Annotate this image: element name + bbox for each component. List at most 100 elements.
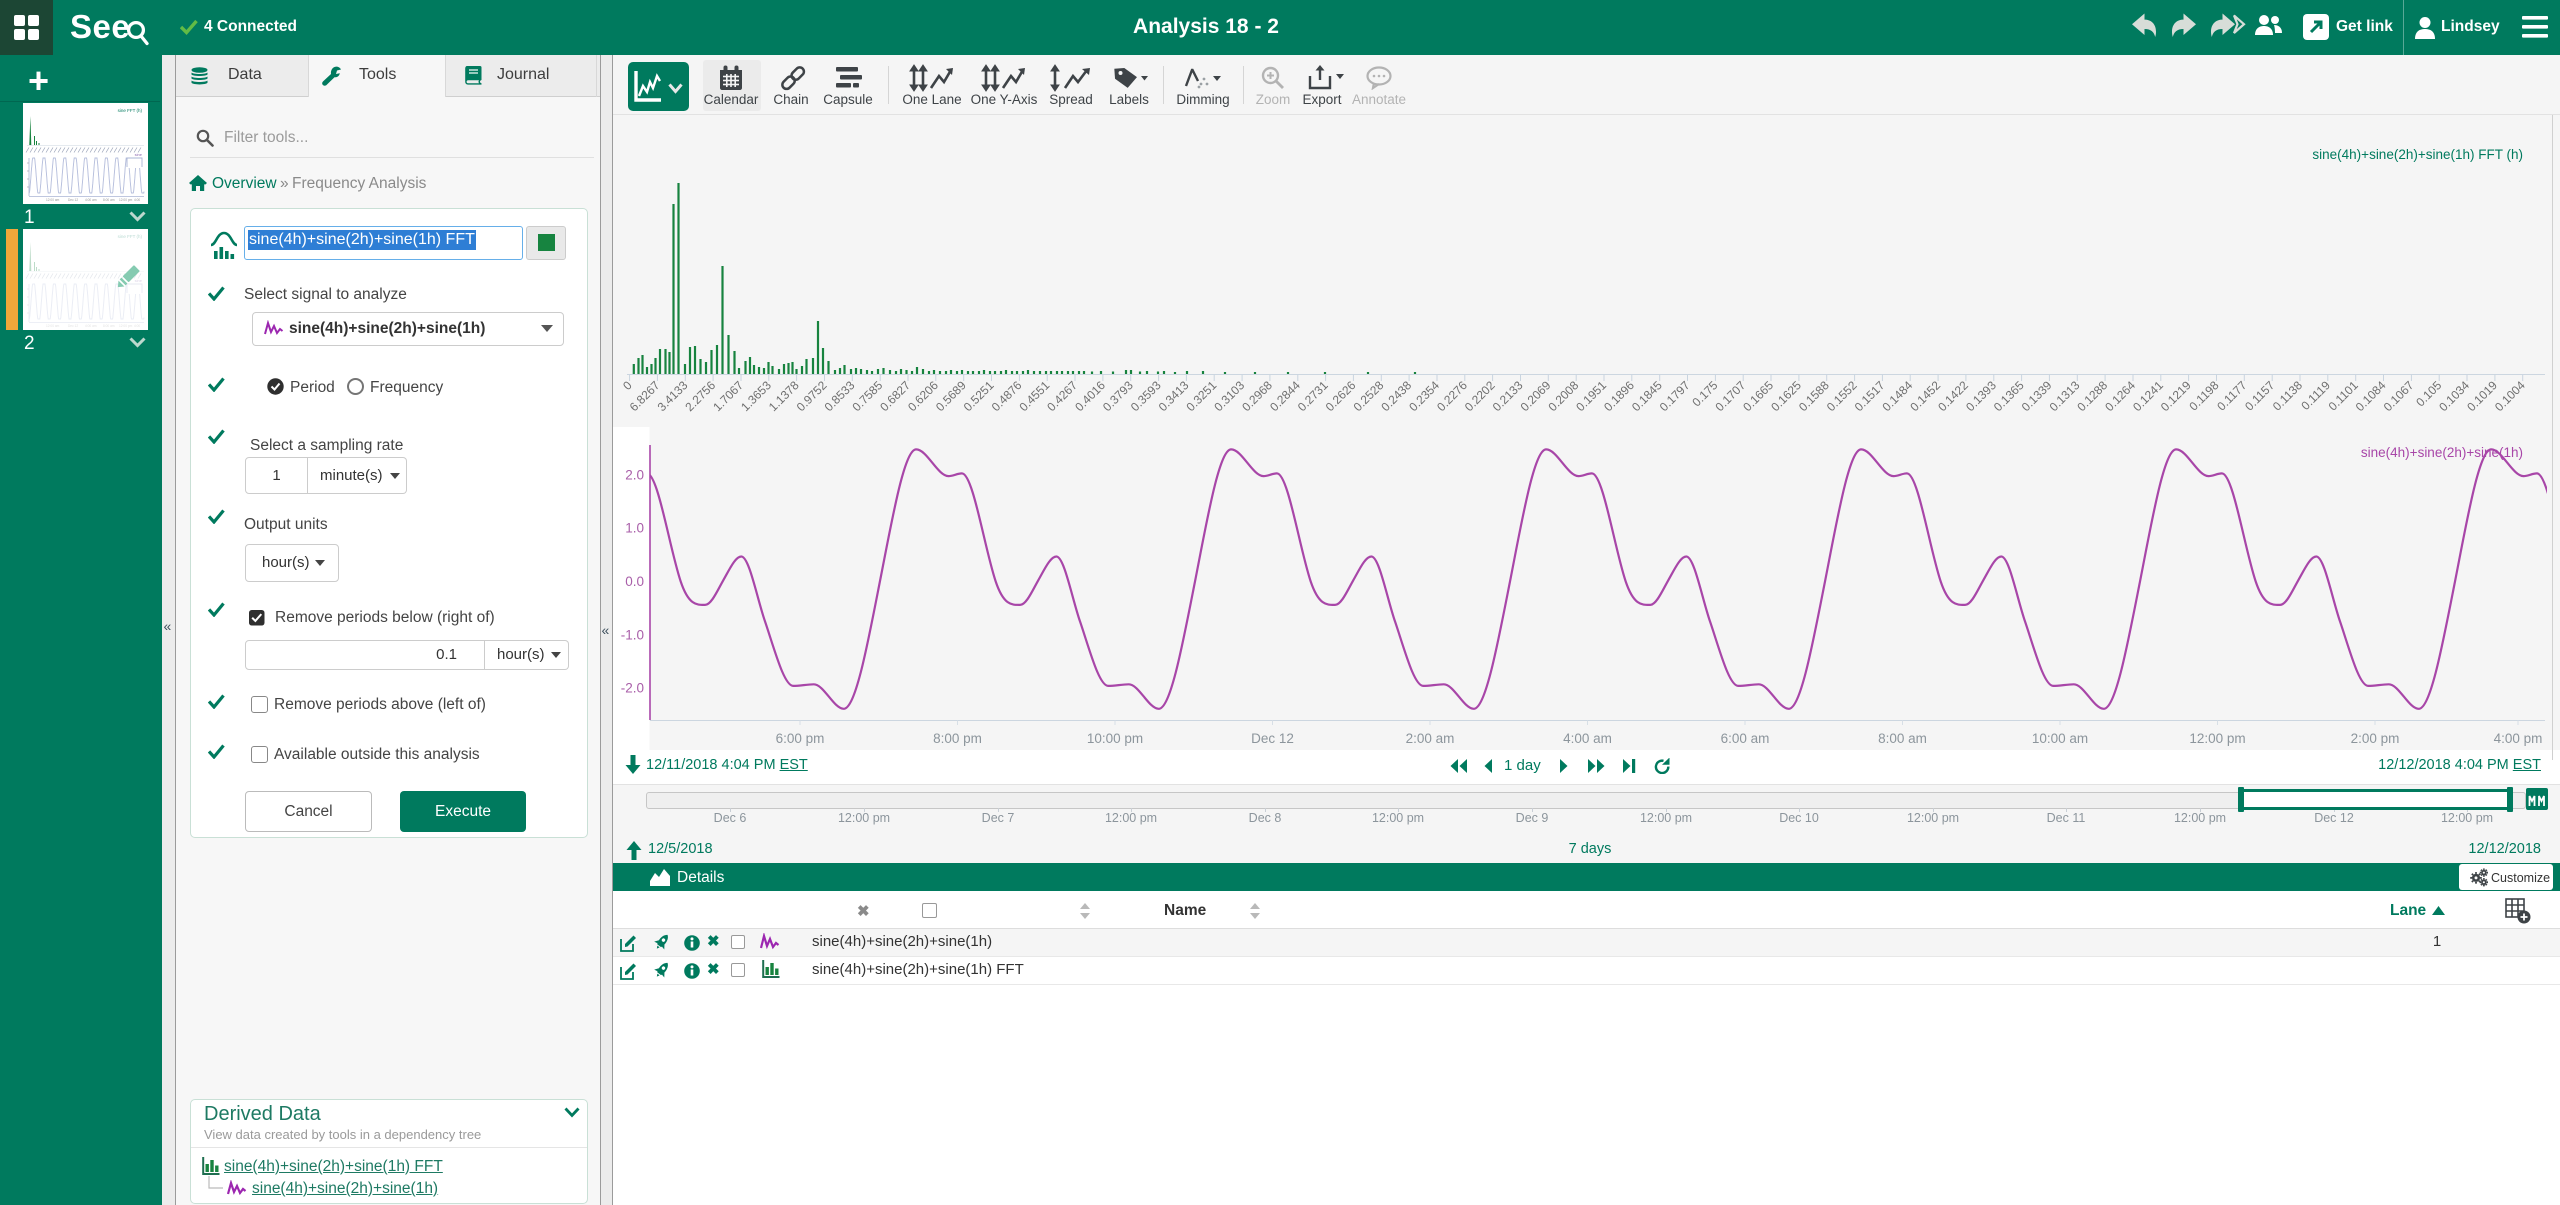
svg-text:0.1219: 0.1219 bbox=[2158, 378, 2194, 414]
svg-text:0.2069: 0.2069 bbox=[1518, 378, 1554, 414]
svg-text:6:00 pm: 6:00 pm bbox=[776, 731, 825, 746]
svg-text:0.2731: 0.2731 bbox=[1295, 378, 1331, 414]
svg-text:10:00 pm: 10:00 pm bbox=[1087, 731, 1143, 746]
svg-text:0.1177: 0.1177 bbox=[2214, 378, 2249, 413]
svg-text:1.3653: 1.3653 bbox=[738, 378, 774, 414]
svg-text:0.1034: 0.1034 bbox=[2436, 378, 2472, 414]
svg-text:sine FFT (h): sine FFT (h) bbox=[118, 234, 143, 239]
svg-text:0.1393: 0.1393 bbox=[1963, 378, 1999, 414]
svg-text:Dec 12: Dec 12 bbox=[68, 324, 78, 328]
svg-text:0.1138: 0.1138 bbox=[2270, 378, 2305, 413]
svg-text:0.1264: 0.1264 bbox=[2102, 378, 2138, 414]
svg-text:0.1019: 0.1019 bbox=[2464, 378, 2500, 414]
svg-text:0.4876: 0.4876 bbox=[989, 378, 1025, 414]
svg-text:0.7585: 0.7585 bbox=[849, 378, 885, 414]
svg-text:2.2756: 2.2756 bbox=[682, 378, 718, 414]
svg-text:0.1422: 0.1422 bbox=[1935, 378, 1971, 414]
svg-text:10:00 am: 10:00 am bbox=[2032, 731, 2088, 746]
svg-text:0.2008: 0.2008 bbox=[1545, 378, 1581, 414]
svg-text:0.1665: 0.1665 bbox=[1740, 378, 1776, 414]
svg-text:0.2354: 0.2354 bbox=[1406, 378, 1442, 414]
svg-text:4:00: 4:00 bbox=[134, 198, 140, 202]
svg-text:0.1552: 0.1552 bbox=[1824, 378, 1860, 414]
svg-text:0.2968: 0.2968 bbox=[1239, 378, 1275, 414]
svg-text:0.1313: 0.1313 bbox=[2047, 378, 2083, 414]
svg-text:1.0: 1.0 bbox=[625, 521, 644, 536]
svg-text:2.0: 2.0 bbox=[625, 468, 644, 483]
svg-text:0: 0 bbox=[620, 378, 635, 393]
svg-text:-2.0: -2.0 bbox=[621, 681, 644, 696]
svg-text:0.1484: 0.1484 bbox=[1879, 378, 1915, 414]
svg-text:sine(4h)+sine(2h)+sine(1h) FFT: sine(4h)+sine(2h)+sine(1h) FFT (h) bbox=[2312, 147, 2523, 162]
svg-text:8:00 am: 8:00 am bbox=[1878, 731, 1927, 746]
svg-text:0.0: 0.0 bbox=[625, 574, 644, 589]
svg-text:12:00 pm: 12:00 pm bbox=[119, 198, 133, 202]
svg-text:8:00 pm: 8:00 pm bbox=[933, 731, 982, 746]
svg-text:2:00 pm: 2:00 pm bbox=[2351, 731, 2400, 746]
svg-text:0.1896: 0.1896 bbox=[1601, 378, 1637, 414]
svg-text:12:00 pm: 12:00 pm bbox=[119, 324, 133, 328]
svg-text:12:00 am: 12:00 am bbox=[46, 198, 60, 202]
svg-text:0.1707: 0.1707 bbox=[1712, 378, 1748, 414]
svg-text:0.1157: 0.1157 bbox=[2242, 378, 2277, 413]
svg-text:0.1517: 0.1517 bbox=[1852, 378, 1888, 414]
svg-text:0.1797: 0.1797 bbox=[1657, 378, 1693, 414]
svg-text:1.1378: 1.1378 bbox=[766, 378, 802, 414]
svg-text:6:00 am: 6:00 am bbox=[1721, 731, 1770, 746]
svg-text:0.1845: 0.1845 bbox=[1629, 378, 1665, 414]
svg-text:0.1452: 0.1452 bbox=[1907, 378, 1943, 414]
svg-text:0.6827: 0.6827 bbox=[877, 378, 913, 414]
svg-text:0.2276: 0.2276 bbox=[1434, 378, 1470, 414]
svg-text:0.5689: 0.5689 bbox=[933, 378, 969, 414]
svg-text:0.1119: 0.1119 bbox=[2298, 378, 2333, 413]
svg-text:4:00 pm: 4:00 pm bbox=[2494, 731, 2543, 746]
svg-text:0.2844: 0.2844 bbox=[1267, 378, 1303, 414]
svg-text:sine(4h)+sine(2h)+sine(1h): sine(4h)+sine(2h)+sine(1h) bbox=[2361, 445, 2523, 460]
svg-text:sine: sine bbox=[135, 278, 143, 283]
svg-text:0.4016: 0.4016 bbox=[1072, 378, 1108, 414]
svg-text:0.1339: 0.1339 bbox=[2019, 378, 2055, 414]
svg-text:0.2528: 0.2528 bbox=[1351, 378, 1387, 414]
svg-text:0.6206: 0.6206 bbox=[905, 378, 941, 414]
svg-text:0.3593: 0.3593 bbox=[1128, 378, 1164, 414]
svg-text:0.3251: 0.3251 bbox=[1183, 378, 1219, 414]
svg-text:4:00 am: 4:00 am bbox=[1563, 731, 1612, 746]
svg-text:Dec 12: Dec 12 bbox=[68, 198, 78, 202]
svg-text:0.4551: 0.4551 bbox=[1016, 378, 1052, 414]
svg-text:0.5251: 0.5251 bbox=[961, 378, 997, 414]
svg-text:0.2438: 0.2438 bbox=[1378, 378, 1414, 414]
svg-text:4:00 am: 4:00 am bbox=[85, 198, 97, 202]
svg-text:4:00: 4:00 bbox=[134, 324, 140, 328]
svg-text:12:00 am: 12:00 am bbox=[46, 324, 60, 328]
svg-text:0.8533: 0.8533 bbox=[822, 378, 858, 414]
svg-text:0.1288: 0.1288 bbox=[2074, 378, 2110, 414]
svg-text:0.3793: 0.3793 bbox=[1100, 378, 1136, 414]
svg-text:0.1241: 0.1241 bbox=[2130, 378, 2166, 414]
svg-text:8:00 am: 8:00 am bbox=[103, 198, 115, 202]
svg-text:0.9752: 0.9752 bbox=[794, 378, 830, 414]
svg-text:0.2202: 0.2202 bbox=[1462, 378, 1498, 414]
svg-text:0.1365: 0.1365 bbox=[1991, 378, 2027, 414]
svg-text:0.1198: 0.1198 bbox=[2186, 378, 2221, 413]
svg-text:6.8267: 6.8267 bbox=[627, 378, 663, 414]
svg-text:0.1588: 0.1588 bbox=[1796, 378, 1832, 414]
svg-text:2:00 am: 2:00 am bbox=[1406, 731, 1455, 746]
svg-text:12:00 pm: 12:00 pm bbox=[2189, 731, 2245, 746]
svg-text:0.3413: 0.3413 bbox=[1156, 378, 1192, 414]
svg-text:4:00 am: 4:00 am bbox=[85, 324, 97, 328]
svg-text:0.1084: 0.1084 bbox=[2353, 378, 2389, 414]
svg-text:0.1004: 0.1004 bbox=[2492, 378, 2528, 414]
svg-text:0.1067: 0.1067 bbox=[2381, 378, 2417, 414]
svg-text:1.7067: 1.7067 bbox=[710, 378, 746, 414]
svg-text:0.1951: 0.1951 bbox=[1573, 378, 1609, 414]
svg-text:0.4267: 0.4267 bbox=[1044, 378, 1080, 414]
svg-text:-1.0: -1.0 bbox=[621, 627, 644, 642]
svg-text:0.3103: 0.3103 bbox=[1211, 378, 1247, 414]
svg-text:sine: sine bbox=[135, 152, 143, 157]
svg-text:Dec 12: Dec 12 bbox=[1251, 731, 1294, 746]
svg-text:0.2626: 0.2626 bbox=[1323, 378, 1359, 414]
svg-text:3.4133: 3.4133 bbox=[655, 378, 691, 414]
svg-text:8:00 am: 8:00 am bbox=[103, 324, 115, 328]
svg-text:sine FFT (h): sine FFT (h) bbox=[118, 108, 143, 113]
svg-text:0.2133: 0.2133 bbox=[1490, 378, 1526, 414]
